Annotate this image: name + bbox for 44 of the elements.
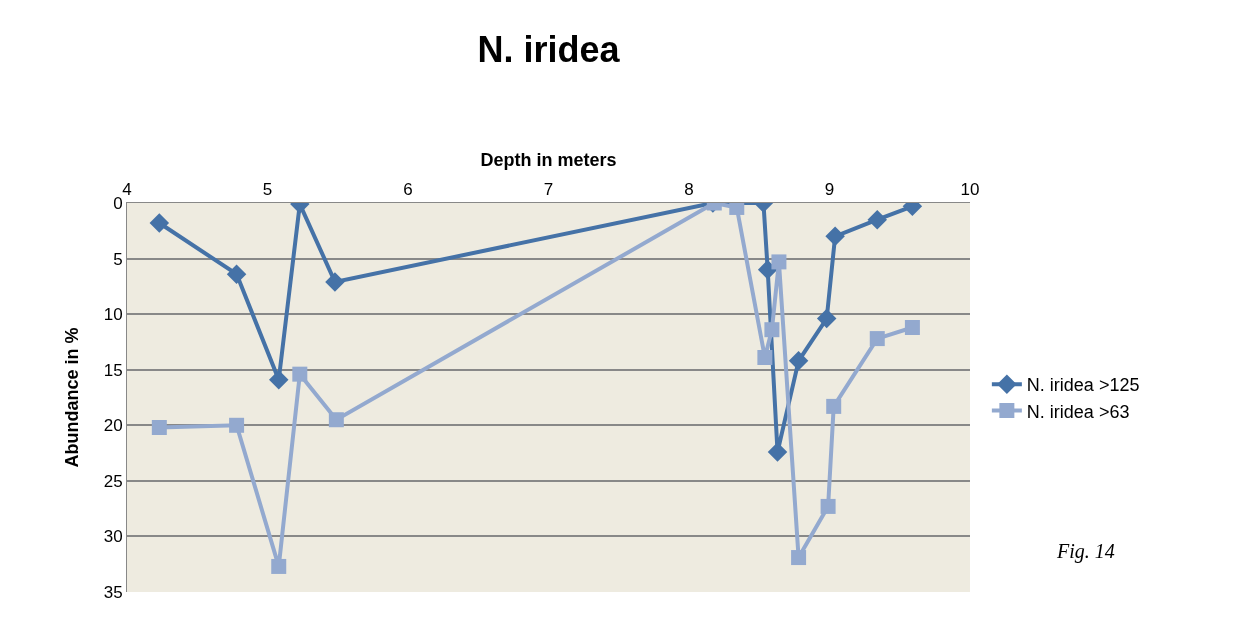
point [791,550,807,566]
point [268,369,289,390]
point [869,331,885,347]
y-tick-label: 25 [103,471,123,491]
x-tick-label: 10 [960,180,980,200]
y-axis-title: Abundance in % [61,327,82,468]
point [226,264,247,284]
x-tick-label: 4 [122,180,132,200]
point [867,209,888,230]
legend-label: N. iridea >125 [1026,375,1140,396]
y-tick-label: 5 [113,249,123,269]
chart-title: N. iridea [477,29,621,71]
point [229,417,245,433]
x-tick-label: 9 [824,180,835,200]
y-tick-label: 10 [103,305,123,325]
legend-label: N. iridea >63 [1026,401,1130,422]
point [826,398,842,414]
point [325,272,345,292]
point [271,558,287,574]
point [767,442,788,462]
point [820,498,836,514]
point [825,226,845,247]
caption: Fig. 14 [1056,540,1115,563]
point [904,319,920,335]
x-tick-label: 8 [684,180,694,200]
point [149,213,170,233]
y-tick-label: 35 [103,582,123,602]
point [292,366,308,382]
point [757,259,778,280]
point [771,254,787,270]
point [757,349,773,365]
y-tick-label: 15 [103,360,123,380]
point [788,351,809,371]
point [151,420,167,436]
y-tick-label: 30 [103,527,123,547]
x-tick-label: 6 [403,180,413,200]
y-tick-label: 20 [103,416,123,436]
x-tick-label: 7 [543,180,554,200]
point [816,308,837,329]
x-tick-label: 5 [262,180,273,200]
point [764,322,780,338]
y-tick-label: 0 [113,193,123,213]
x-axis-title: Depth in meters [480,150,617,171]
point [328,412,344,428]
